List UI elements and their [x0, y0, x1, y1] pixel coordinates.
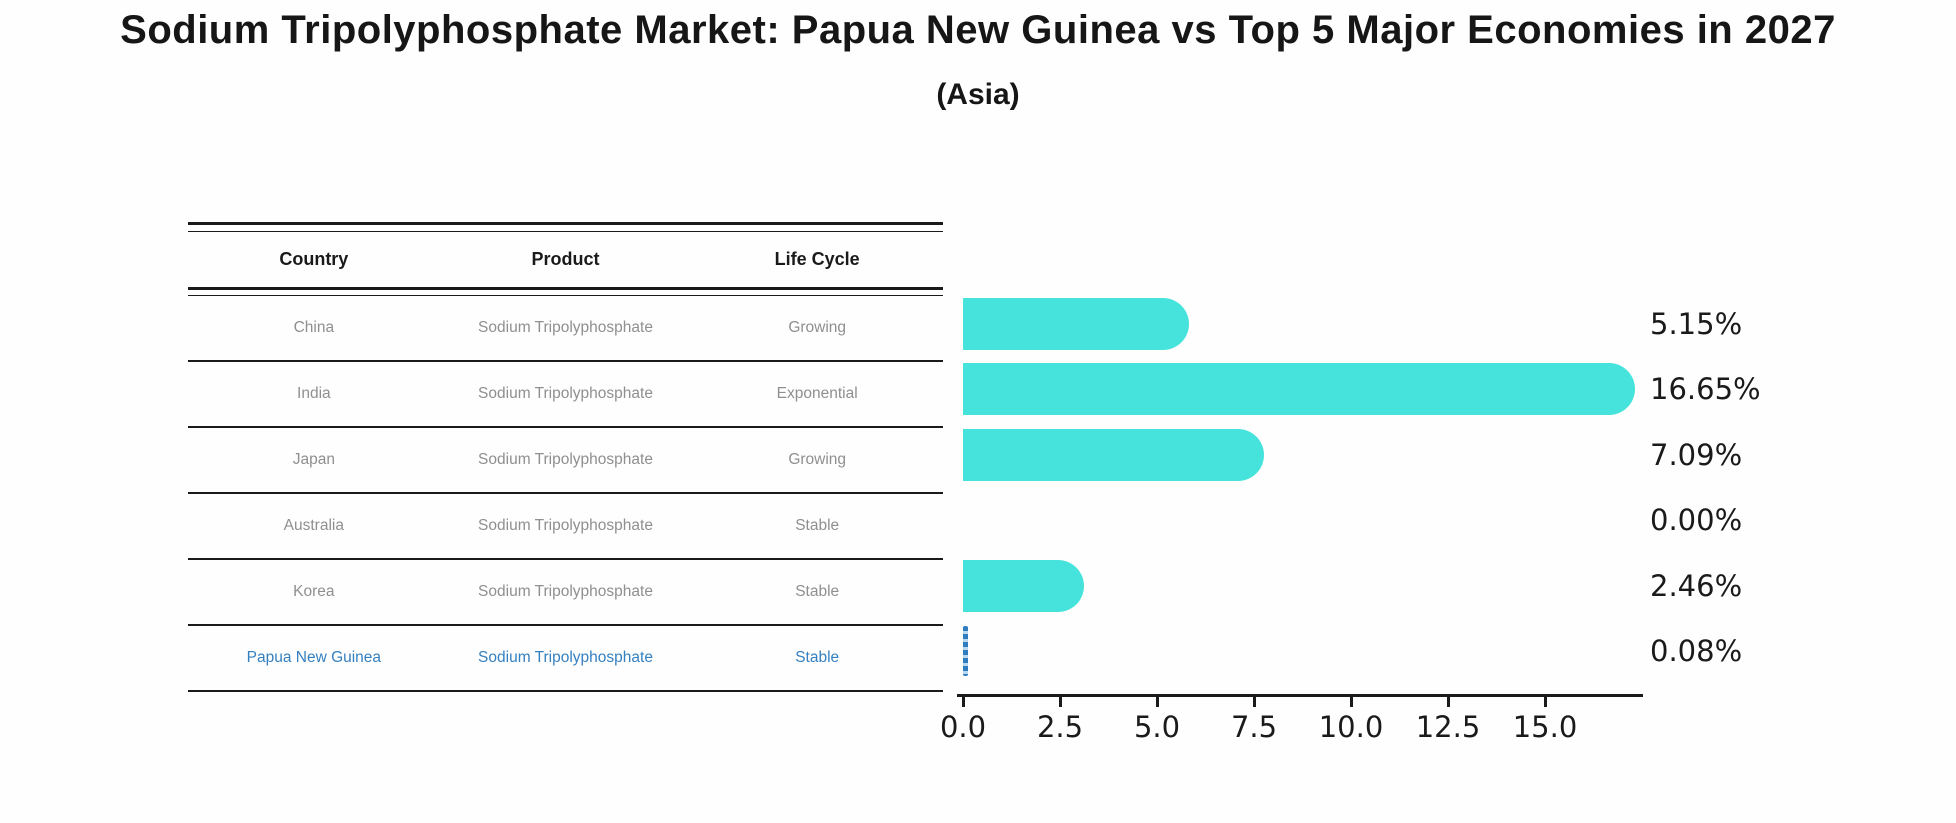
- cell-life-cycle: Stable: [795, 517, 840, 534]
- x-tick-mark: [1350, 694, 1353, 707]
- cell-country: Japan: [292, 451, 335, 468]
- cell-product: Sodium Tripolyphosphate: [478, 583, 653, 600]
- bar-japan: [963, 428, 1264, 481]
- value-label-china: 5.15%: [1650, 307, 1743, 341]
- x-tick-label: 2.5: [1036, 710, 1084, 744]
- cell-product: Sodium Tripolyphosphate: [478, 517, 653, 534]
- table-row-australia: Australia Sodium Tripolyphosphate Stable: [188, 494, 943, 560]
- chart-title: Sodium Tripolyphosphate Market: Papua Ne…: [120, 8, 1836, 52]
- x-tick-mark: [962, 694, 965, 707]
- x-tick-label: 15.0: [1512, 710, 1578, 744]
- bar-china: [963, 298, 1189, 350]
- cell-country: Papua New Guinea: [246, 649, 382, 666]
- cell-country: China: [293, 319, 335, 336]
- chart-subtitle: (Asia): [936, 78, 1020, 111]
- x-tick-label: 0.0: [939, 710, 987, 744]
- cell-country: Korea: [293, 583, 335, 600]
- table-header-rule: [188, 290, 943, 296]
- x-tick-mark: [1059, 694, 1062, 707]
- x-tick-mark: [1253, 694, 1256, 707]
- value-label-india: 16.65%: [1650, 372, 1761, 407]
- table-row-china: China Sodium Tripolyphosphate Growing: [188, 296, 943, 362]
- table-row-korea: Korea Sodium Tripolyphosphate Stable: [188, 560, 943, 626]
- cell-life-cycle: Growing: [788, 319, 847, 336]
- column-header-life-cycle: Life Cycle: [774, 249, 860, 269]
- cell-country: India: [297, 385, 331, 402]
- value-label-japan: 7.09%: [1650, 437, 1743, 472]
- bar-india: [963, 363, 1635, 416]
- cell-product: Sodium Tripolyphosphate: [478, 451, 653, 468]
- cell-life-cycle: Exponential: [776, 385, 858, 402]
- cell-product: Sodium Tripolyphosphate: [478, 649, 653, 666]
- table-row-japan: Japan Sodium Tripolyphosphate Growing: [188, 428, 943, 494]
- bar-papua-new-guinea: [963, 626, 968, 676]
- cell-life-cycle: Growing: [788, 451, 847, 468]
- x-tick-label: 10.0: [1318, 710, 1384, 744]
- value-label-papua-new-guinea: 0.08%: [1650, 634, 1743, 668]
- x-tick-mark: [1447, 694, 1450, 707]
- table-header-row: Country Product Life Cycle: [188, 232, 943, 290]
- x-tick-mark: [1156, 694, 1159, 707]
- column-header-country: Country: [279, 249, 349, 269]
- x-tick-label: 5.0: [1133, 710, 1181, 744]
- value-label-australia: 0.00%: [1650, 503, 1743, 538]
- cell-product: Sodium Tripolyphosphate: [478, 385, 653, 402]
- x-tick-label: 7.5: [1230, 710, 1278, 744]
- cell-life-cycle: Stable: [795, 649, 840, 666]
- cell-life-cycle: Stable: [795, 583, 840, 600]
- country-table: Country Product Life Cycle China Sodium …: [188, 222, 943, 692]
- table-top-rule: [188, 222, 943, 232]
- x-tick-mark: [1544, 694, 1547, 707]
- table-row-india: India Sodium Tripolyphosphate Exponentia…: [188, 362, 943, 428]
- table-row-papua-new-guinea: Papua New Guinea Sodium Tripolyphosphate…: [188, 626, 943, 692]
- bar-korea: [963, 559, 1084, 612]
- value-label-korea: 2.46%: [1650, 568, 1743, 603]
- cell-product: Sodium Tripolyphosphate: [478, 319, 653, 336]
- x-axis-line: [957, 694, 1643, 697]
- x-tick-label: 12.5: [1415, 710, 1481, 744]
- column-header-product: Product: [531, 249, 600, 269]
- cell-country: Australia: [283, 517, 344, 534]
